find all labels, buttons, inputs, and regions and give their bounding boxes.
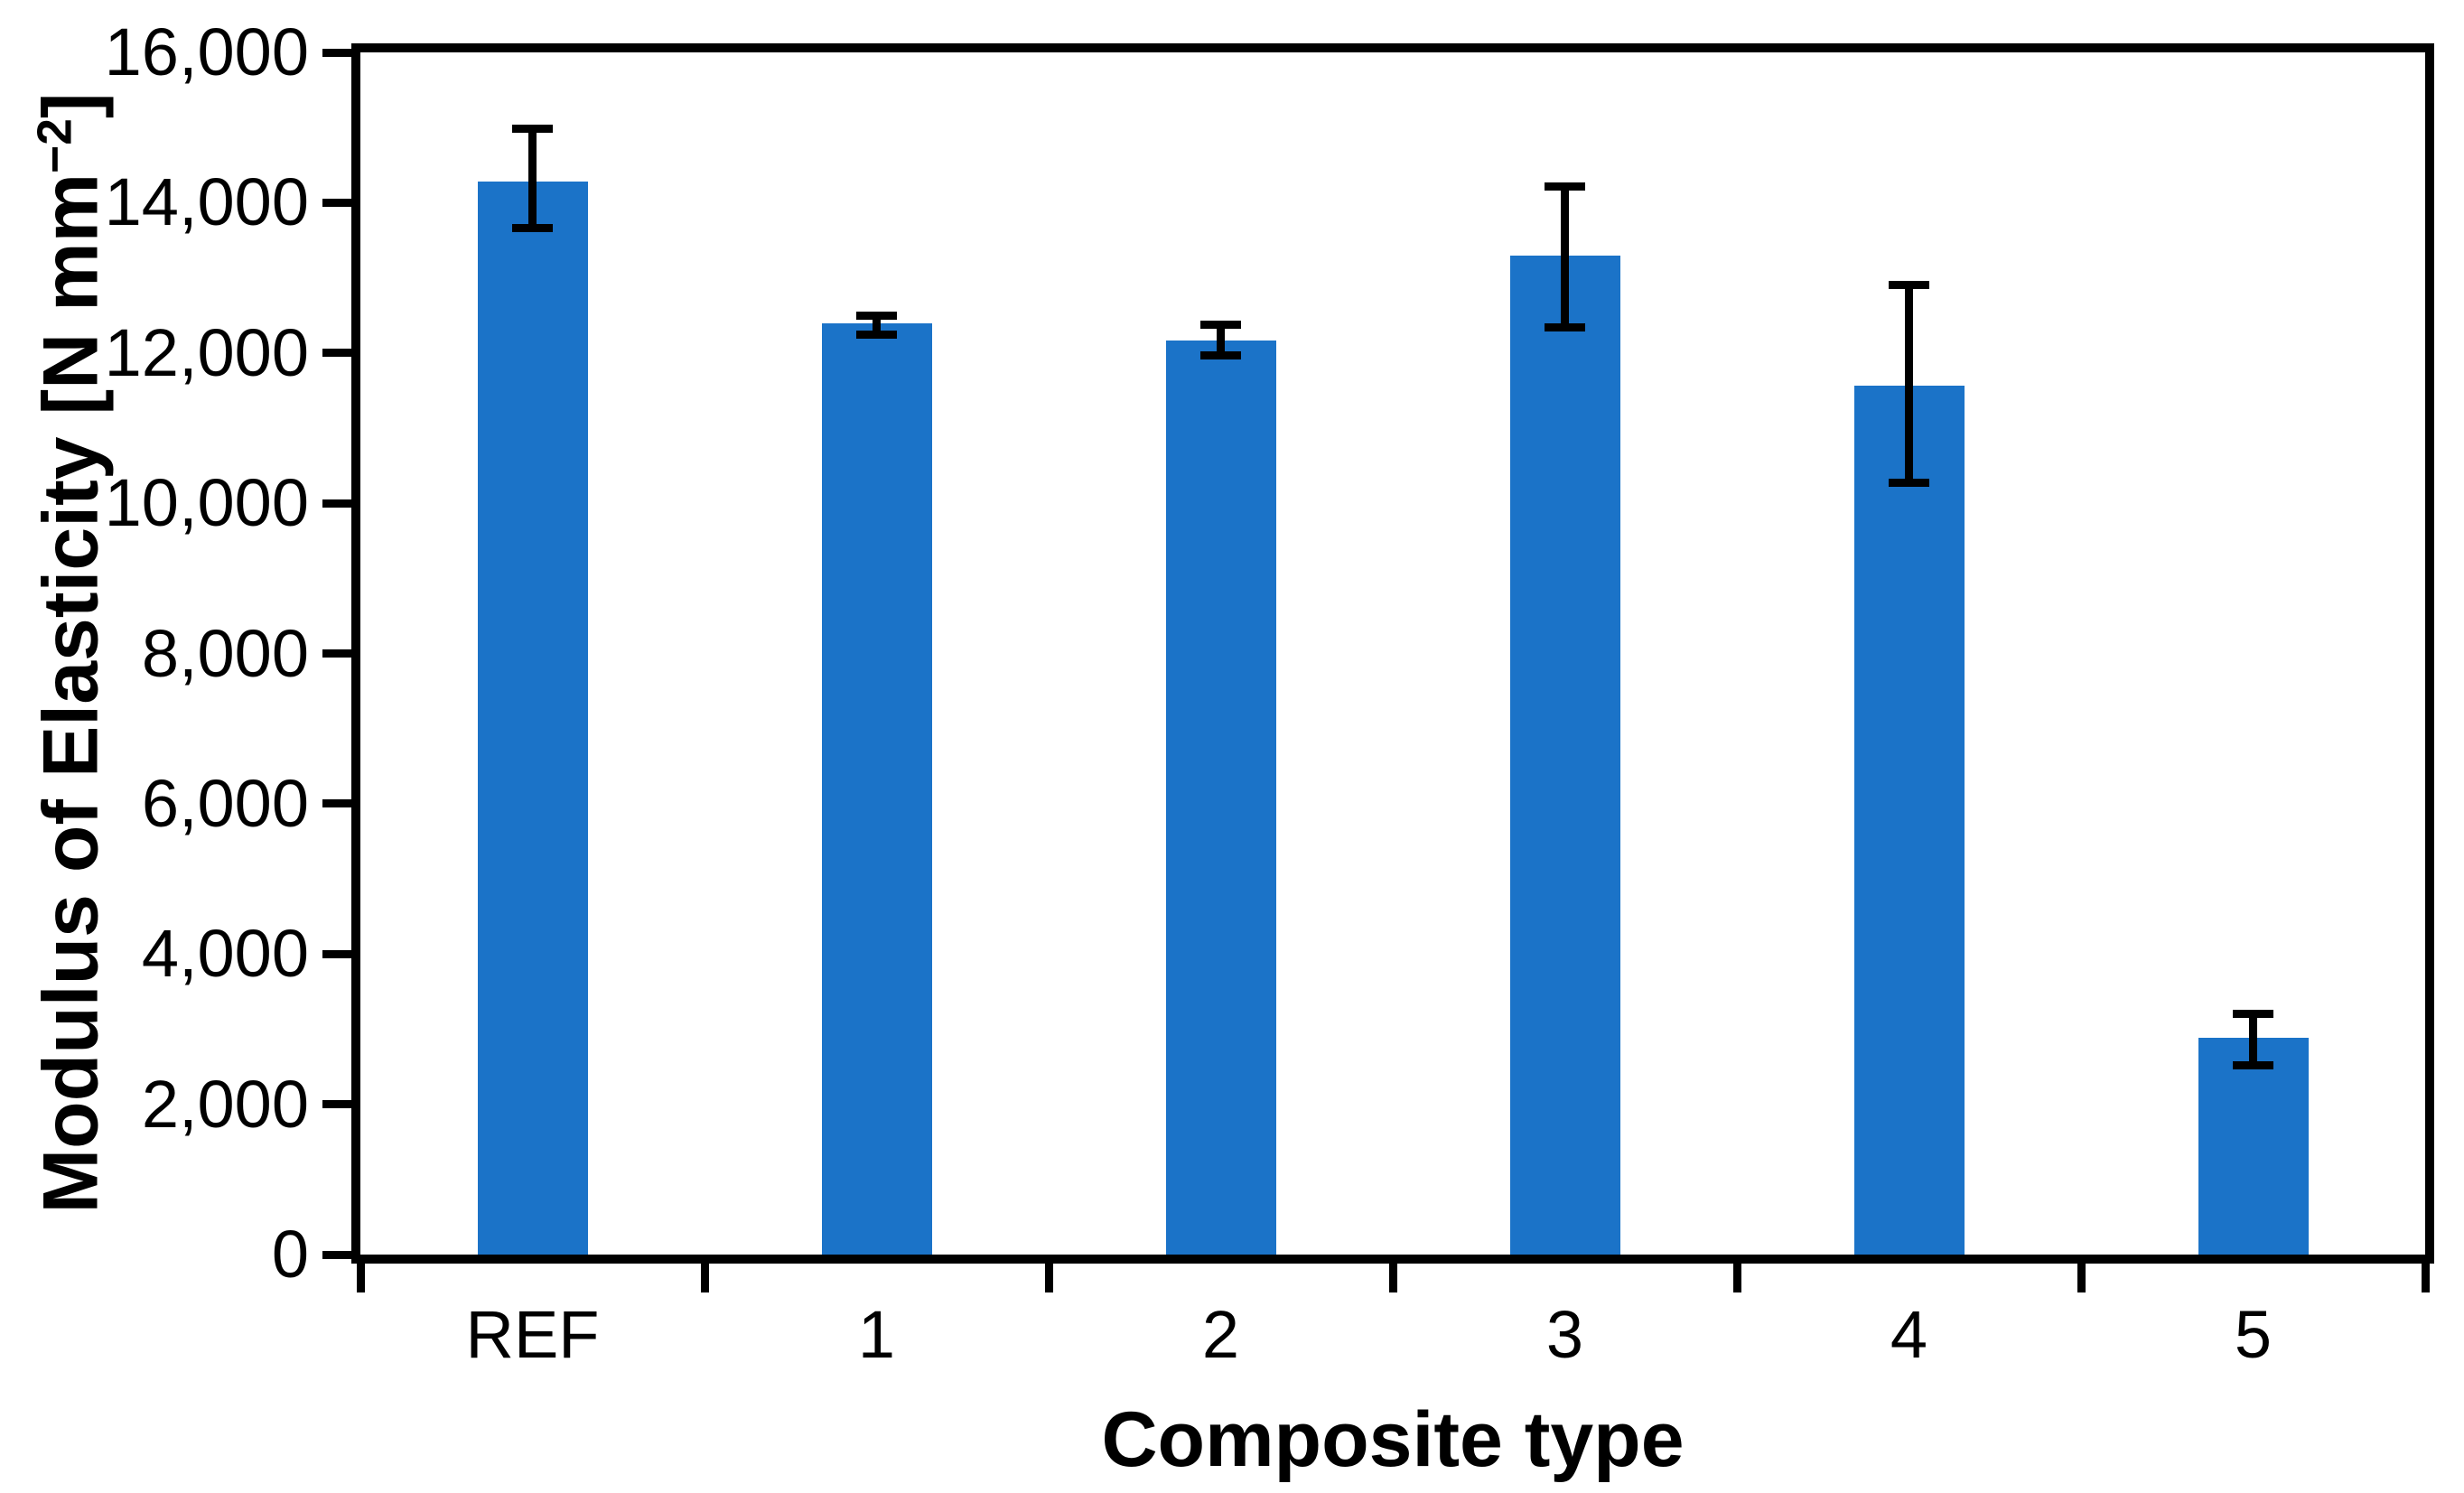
error-bar-bottom-cap-1 (856, 331, 897, 340)
bar-4 (1853, 386, 1965, 1255)
bar-3 (1509, 256, 1620, 1255)
x-axis-tick-0 (356, 1264, 365, 1292)
y-axis-tick-14,000 (322, 198, 351, 207)
error-bar-top-cap-REF (512, 125, 553, 134)
y-axis-title-superscript: −2 (28, 118, 82, 173)
error-bar-stem-4 (1905, 285, 1913, 483)
bar-5 (2198, 1038, 2309, 1255)
error-bar-bottom-cap-2 (1200, 350, 1241, 359)
x-axis-category-label-3: 3 (1545, 1297, 1584, 1372)
y-axis-tick-label: 6,000 (141, 765, 309, 841)
y-axis-tick-16,000 (322, 48, 351, 57)
y-axis-tick-label: 0 (271, 1217, 309, 1292)
y-axis-tick-label: 4,000 (141, 916, 309, 992)
x-axis-category-label-5: 5 (2234, 1297, 2273, 1372)
x-axis-tick-2 (1044, 1264, 1053, 1292)
y-axis-tick-2,000 (322, 1100, 351, 1109)
error-bar-stem-5 (2249, 1013, 2257, 1066)
x-axis-category-label-REF: REF (465, 1297, 600, 1372)
error-bar-top-cap-1 (856, 312, 897, 321)
bar-REF (477, 182, 588, 1255)
error-bar-bottom-cap-4 (1889, 479, 1929, 488)
y-axis-tick-label: 8,000 (141, 615, 309, 691)
y-axis-tick-10,000 (322, 499, 351, 508)
x-axis-category-label-2: 2 (1201, 1297, 1240, 1372)
x-axis-tick-6 (2421, 1264, 2430, 1292)
y-axis-tick-label: 12,000 (104, 314, 309, 390)
y-axis-tick-6,000 (322, 799, 351, 808)
error-bar-stem-3 (1561, 186, 1569, 328)
error-bar-top-cap-5 (2233, 1010, 2273, 1019)
plot-area (351, 43, 2434, 1264)
error-bar-stem-1 (873, 315, 881, 335)
plot-inner-area (360, 52, 2425, 1255)
x-axis-tick-4 (1732, 1264, 1741, 1292)
x-axis-tick-1 (700, 1264, 709, 1292)
y-axis-tick-4,000 (322, 949, 351, 958)
error-bar-bottom-cap-5 (2233, 1060, 2273, 1069)
y-axis-tick-label: 10,000 (104, 465, 309, 541)
error-bar-top-cap-2 (1200, 320, 1241, 329)
y-axis-tick-0 (322, 1250, 351, 1259)
x-axis-title: Composite type (1101, 1396, 1685, 1483)
y-axis-title-bracket: ] (27, 92, 115, 119)
error-bar-stem-2 (1217, 324, 1225, 356)
x-axis-tick-5 (2077, 1264, 2086, 1292)
error-bar-bottom-cap-REF (512, 224, 553, 233)
y-axis-tick-label: 14,000 (104, 164, 309, 240)
x-axis-tick-3 (1388, 1264, 1397, 1292)
error-bar-bottom-cap-3 (1545, 322, 1585, 331)
x-axis-category-label-1: 1 (857, 1297, 896, 1372)
error-bar-top-cap-4 (1889, 281, 1929, 290)
x-axis-category-label-4: 4 (1890, 1297, 1928, 1372)
error-bar-stem-REF (528, 128, 537, 229)
error-bar-top-cap-3 (1545, 182, 1585, 191)
y-axis-tick-label: 16,000 (104, 14, 309, 89)
y-axis-tick-12,000 (322, 349, 351, 358)
y-axis-tick-8,000 (322, 649, 351, 658)
bar-2 (1165, 341, 1276, 1255)
bar-1 (821, 323, 932, 1255)
y-axis-tick-label: 2,000 (141, 1066, 309, 1142)
